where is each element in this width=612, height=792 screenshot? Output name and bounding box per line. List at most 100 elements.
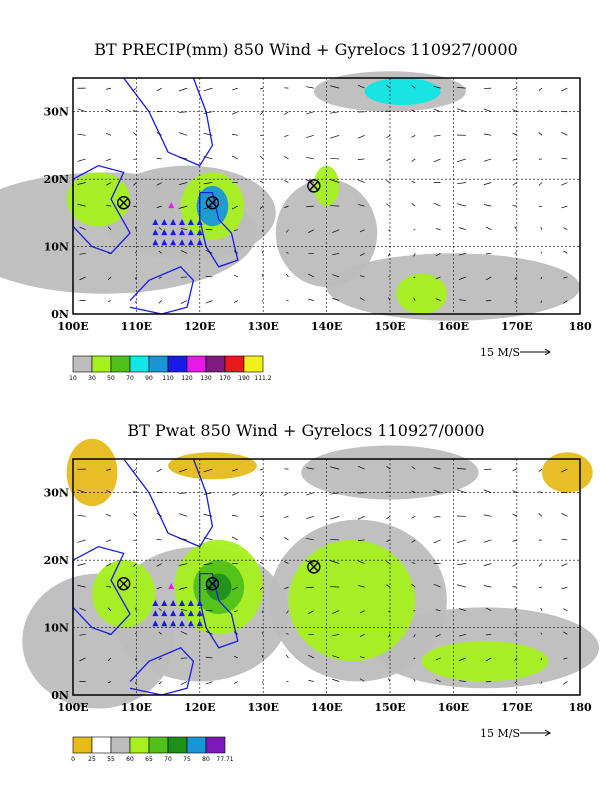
wind-vector bbox=[411, 85, 416, 89]
wind-vector bbox=[540, 607, 543, 611]
wind-vector bbox=[178, 492, 188, 494]
wind-vector bbox=[456, 182, 466, 185]
wind-vector bbox=[357, 539, 365, 541]
wind-vector bbox=[232, 514, 238, 517]
wind-vector bbox=[308, 298, 314, 301]
shaded-region bbox=[66, 438, 118, 507]
wind-vector bbox=[106, 132, 112, 136]
obs-triangle bbox=[170, 239, 177, 246]
x-tick-label: 170E bbox=[501, 701, 532, 714]
wind-vector bbox=[332, 229, 340, 233]
wind-vector bbox=[79, 657, 86, 662]
wind-vector bbox=[483, 158, 492, 162]
wind-vector bbox=[308, 654, 314, 659]
wind-vector bbox=[261, 274, 264, 278]
wind-vector bbox=[178, 586, 188, 590]
wind-vector bbox=[259, 536, 264, 541]
wind-vector bbox=[538, 468, 543, 472]
wind-vector bbox=[156, 513, 162, 517]
wind-vector bbox=[538, 491, 543, 494]
obs-triangle bbox=[152, 599, 159, 606]
wind-vector bbox=[261, 251, 264, 254]
wind-vector bbox=[433, 466, 441, 470]
colorbar-swatch bbox=[205, 736, 226, 754]
wind-vector bbox=[308, 679, 314, 682]
wind-vector bbox=[357, 515, 365, 520]
wind-vector bbox=[158, 657, 162, 660]
wind-vector bbox=[433, 202, 441, 207]
wind-vector bbox=[458, 608, 467, 612]
wind-vector bbox=[386, 135, 391, 139]
wind-vector bbox=[261, 300, 264, 302]
wind-vector bbox=[306, 586, 314, 589]
wind-vector bbox=[156, 468, 162, 473]
shaded-region bbox=[313, 165, 340, 207]
colorbar-swatch bbox=[224, 355, 245, 373]
wind-vector bbox=[308, 273, 314, 278]
colorbar-label: 190 bbox=[238, 375, 250, 382]
wind-vector bbox=[411, 202, 416, 207]
wind-vector bbox=[433, 515, 441, 518]
marker-ring bbox=[116, 196, 131, 210]
wind-vector bbox=[284, 537, 289, 541]
wind-vector bbox=[561, 468, 568, 473]
obs-triangle bbox=[170, 610, 177, 617]
wind-vector bbox=[233, 250, 238, 254]
marker-ring bbox=[307, 560, 321, 574]
wind-vector bbox=[284, 515, 289, 518]
wind-vector bbox=[388, 297, 391, 301]
wind-vector bbox=[133, 109, 137, 113]
wind-vector bbox=[386, 180, 391, 183]
wind-vector bbox=[135, 226, 137, 230]
obs-triangle bbox=[179, 239, 186, 246]
wind-vector bbox=[332, 678, 340, 682]
wind-vector bbox=[456, 584, 467, 588]
wind-vector bbox=[77, 563, 86, 566]
x-tick-label: 110E bbox=[121, 701, 152, 714]
colorbar-label: 55 bbox=[107, 756, 115, 763]
obs-triangle bbox=[168, 583, 175, 590]
wind-scale-label: 15 M/S bbox=[480, 727, 520, 740]
wind-vector bbox=[456, 87, 466, 89]
wind-vector bbox=[563, 276, 568, 279]
wind-vector bbox=[135, 276, 137, 280]
wind-vector bbox=[178, 513, 188, 517]
wind-vector bbox=[514, 657, 517, 661]
colorbar-label: 30 bbox=[88, 375, 96, 382]
wind-vector bbox=[388, 253, 391, 257]
map-panel-0: 100E 110E 120E 130E 140E 150E 160E 170E 180 0N 10N… bbox=[0, 71, 592, 382]
wind-vector bbox=[79, 633, 86, 636]
wind-vector bbox=[386, 110, 390, 113]
x-tick-label: 160E bbox=[438, 320, 469, 333]
marker-cross bbox=[309, 181, 319, 191]
wind-vector bbox=[180, 250, 188, 254]
wind-vector bbox=[135, 657, 137, 661]
obs-triangle bbox=[161, 620, 168, 627]
x-tick-label: 130E bbox=[248, 701, 279, 714]
wind-vector bbox=[563, 681, 568, 685]
x-tick-label: 170E bbox=[501, 320, 532, 333]
wind-vector bbox=[156, 563, 162, 567]
wind-vector bbox=[135, 300, 137, 303]
wind-vector bbox=[512, 539, 517, 542]
wind-vector bbox=[483, 514, 492, 517]
colorbar-label: 10 bbox=[69, 375, 77, 382]
colorbar-label: 0 bbox=[71, 756, 75, 763]
obs-triangle bbox=[161, 610, 168, 617]
wind-vector bbox=[205, 275, 213, 278]
colorbar-swatch bbox=[148, 736, 169, 754]
obs-triangle bbox=[170, 620, 177, 627]
wind-vector bbox=[330, 586, 340, 588]
wind-scale-arrowhead bbox=[544, 729, 551, 737]
wind-vector bbox=[178, 87, 188, 92]
obs-triangle bbox=[179, 599, 186, 606]
wind-vector bbox=[156, 539, 162, 541]
wind-vector bbox=[77, 133, 86, 136]
wind-vector bbox=[435, 253, 441, 257]
wind-vector bbox=[332, 633, 340, 637]
shaded-region bbox=[168, 452, 257, 480]
wind-vector bbox=[231, 87, 238, 91]
wind-vector bbox=[456, 468, 466, 470]
wind-vector bbox=[433, 539, 441, 544]
wind-vector bbox=[178, 205, 188, 209]
